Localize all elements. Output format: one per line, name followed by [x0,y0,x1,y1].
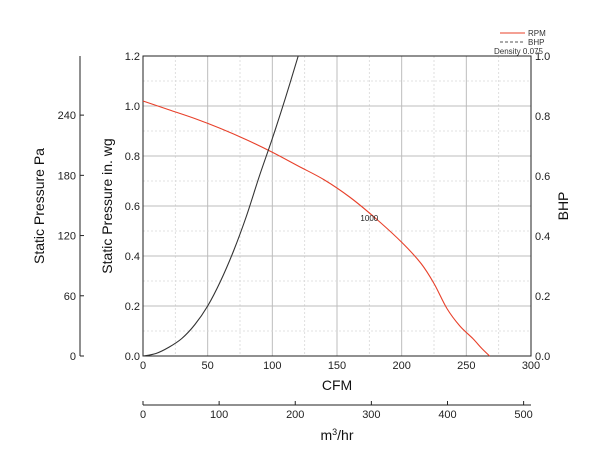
gridlines [142,55,532,357]
x2-axis-title-base: m [320,427,332,443]
x2-tick-label: 500 [514,409,532,421]
y-tick-label: 0.2 [125,301,140,313]
plot-border [142,55,532,357]
legend-bhp-label: BHP [528,38,544,47]
bhp-tick-label: 0.6 [535,171,550,183]
pa-tick-label: 240 [58,110,76,122]
legend: RPM BHP Density 0.075 [494,29,546,56]
pa-tick-label: 180 [58,170,76,182]
x-tick-label: 250 [457,360,475,372]
bhp-curve [142,55,299,357]
pa-tick-label: 60 [64,291,76,303]
y-tick-label: 1.0 [125,101,140,113]
y-axis-inwg-title: Static Pressure in. wg [99,138,115,273]
y-axis-pa-title: Static Pressure Pa [31,148,47,264]
legend-density-label: Density 0.075 [494,47,543,56]
x-tick-label: 50 [202,360,214,372]
x2-tick-label: 300 [362,409,380,421]
x2-tick-label: 400 [438,409,456,421]
x-axis-m3hr-ticks: 0 100 200 300 400 500 [140,401,533,421]
x-tick-label: 100 [263,360,281,372]
bhp-tick-label: 1.0 [535,51,550,63]
pa-tick-label: 120 [58,231,76,243]
x2-tick-label: 200 [286,409,304,421]
y-tick-label: 0.0 [125,351,140,363]
y-tick-label: 0.6 [125,201,140,213]
x2-axis-title-sup: 3 [332,427,337,437]
x-tick-label: 200 [392,360,410,372]
x-axis-title: CFM [322,377,352,393]
y-tick-label: 0.8 [125,151,140,163]
y-axis-pa-ticks: 0 60 120 180 240 [58,110,84,363]
pa-tick-label: 0 [70,351,76,363]
y-axis-inwg-ticks: 0.0 0.2 0.4 0.6 0.8 1.0 1.2 [125,51,140,363]
y-axis-bhp-ticks: 0.0 0.2 0.4 0.6 0.8 1.0 [535,51,550,363]
x-tick-label: 300 [522,360,540,372]
x2-axis-title-tail: /hr [337,427,354,443]
x2-tick-label: 0 [140,409,146,421]
bhp-tick-label: 0.8 [535,111,550,123]
bhp-tick-label: 0.2 [535,291,550,303]
x2-tick-label: 100 [210,409,228,421]
rpm-curve-label: 1000 [360,214,378,223]
x-tick-label: 150 [328,360,346,372]
legend-rpm-label: RPM [528,29,546,38]
x-tick-label: 0 [140,360,146,372]
bhp-tick-label: 0.4 [535,231,550,243]
y-tick-label: 0.4 [125,251,140,263]
y-axis-bhp-title: BHP [555,192,571,221]
x-axis-cfm-ticks: 0 50 100 150 200 250 300 [140,360,540,372]
y-tick-label: 1.2 [125,51,140,63]
x2-axis-title: m3/hr [320,427,353,443]
rpm-curve [142,100,490,357]
bhp-tick-label: 0.0 [535,351,550,363]
